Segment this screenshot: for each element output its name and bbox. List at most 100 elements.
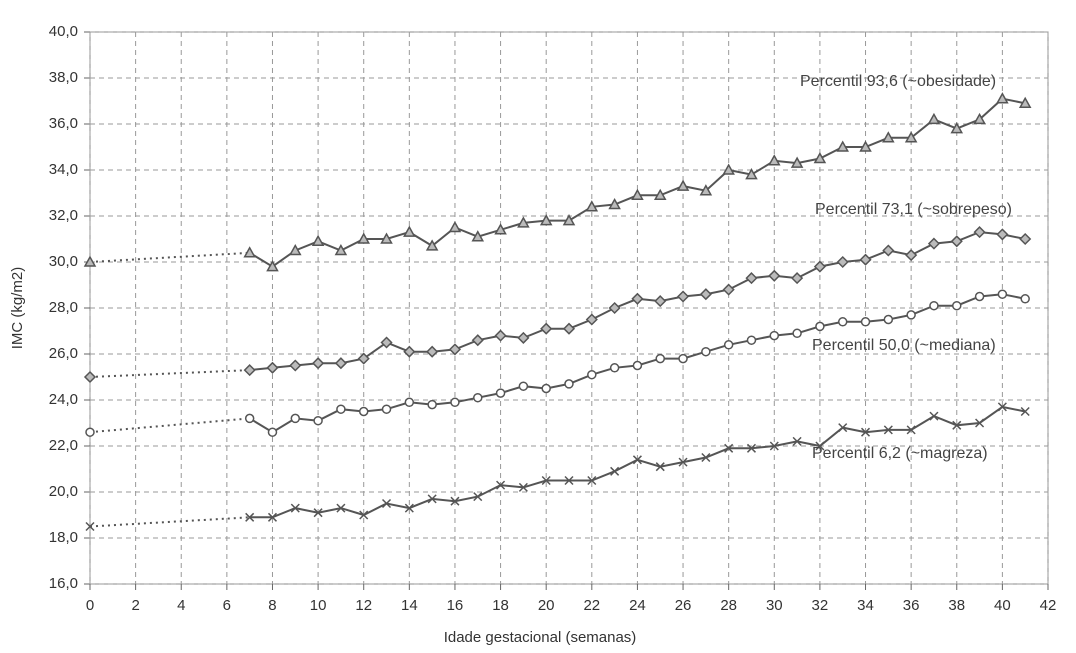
marker xyxy=(427,494,437,504)
marker xyxy=(996,228,1009,241)
marker xyxy=(243,364,256,377)
marker xyxy=(905,249,918,262)
marker xyxy=(610,466,620,476)
x-tick-label: 2 xyxy=(131,597,139,614)
marker xyxy=(929,411,939,421)
y-tick-label: 28,0 xyxy=(49,299,78,316)
marker xyxy=(403,345,416,358)
marker xyxy=(676,179,690,191)
marker xyxy=(997,402,1007,412)
marker xyxy=(836,255,849,269)
marker xyxy=(975,418,985,428)
x-tick-label: 38 xyxy=(948,597,965,614)
x-tick-label: 24 xyxy=(629,597,646,614)
x-tick-label: 26 xyxy=(675,597,692,614)
marker xyxy=(906,310,916,320)
marker xyxy=(380,232,393,244)
x-tick-label: 8 xyxy=(268,597,276,614)
marker xyxy=(517,216,530,228)
y-tick-label: 36,0 xyxy=(49,115,78,132)
marker xyxy=(723,340,734,350)
marker xyxy=(83,255,97,267)
marker xyxy=(813,151,827,164)
x-tick-label: 0 xyxy=(86,597,94,614)
marker xyxy=(632,360,643,371)
marker xyxy=(701,452,711,463)
x-tick-label: 40 xyxy=(994,597,1011,614)
x-tick-label: 36 xyxy=(903,597,920,614)
series-label: Percentil 93,6 (~obesidade) xyxy=(800,73,996,90)
marker xyxy=(608,197,621,210)
series-label: Percentil 6,2 (~magreza) xyxy=(812,445,988,462)
marker xyxy=(631,188,644,201)
marker xyxy=(381,498,392,509)
series-label: Percentil 73,1 (~sobrepeso) xyxy=(815,201,1012,218)
marker xyxy=(883,314,894,325)
marker xyxy=(243,246,256,258)
marker xyxy=(654,295,667,308)
marker xyxy=(266,361,279,374)
marker xyxy=(290,503,300,513)
marker xyxy=(313,415,323,426)
marker xyxy=(473,392,483,403)
x-tick-label: 10 xyxy=(310,597,327,614)
marker xyxy=(1018,96,1032,109)
marker xyxy=(358,406,369,417)
marker xyxy=(746,443,757,453)
marker xyxy=(815,441,825,451)
marker xyxy=(85,521,95,532)
marker xyxy=(699,288,712,301)
marker xyxy=(562,322,576,335)
y-tick-label: 38,0 xyxy=(49,69,78,86)
marker xyxy=(904,131,918,143)
marker xyxy=(882,244,895,257)
marker xyxy=(950,122,964,134)
marker xyxy=(359,510,369,520)
marker xyxy=(859,253,872,266)
marker xyxy=(448,220,462,233)
x-tick-label: 34 xyxy=(857,597,874,614)
marker xyxy=(336,503,346,513)
marker xyxy=(997,289,1008,299)
x-tick-label: 20 xyxy=(538,597,555,614)
marker xyxy=(952,300,962,311)
marker xyxy=(676,290,690,303)
marker xyxy=(562,214,576,226)
marker xyxy=(655,462,665,472)
marker xyxy=(426,345,439,358)
marker xyxy=(929,300,939,311)
marker xyxy=(1019,232,1032,246)
marker xyxy=(518,482,528,492)
marker xyxy=(836,140,849,152)
x-tick-label: 6 xyxy=(223,597,231,614)
marker xyxy=(494,223,507,235)
marker xyxy=(471,334,484,347)
marker xyxy=(450,496,460,506)
marker xyxy=(585,313,598,326)
x-axis-label: Idade gestacional (semanas) xyxy=(444,629,637,646)
marker xyxy=(518,381,529,391)
marker xyxy=(495,388,506,398)
marker xyxy=(357,352,370,365)
marker xyxy=(357,232,370,244)
marker xyxy=(769,441,779,451)
marker xyxy=(1020,406,1030,417)
marker xyxy=(745,168,758,180)
marker xyxy=(245,512,255,522)
y-tick-label: 20,0 xyxy=(49,483,78,500)
marker xyxy=(404,397,415,408)
y-tick-label: 30,0 xyxy=(49,253,78,270)
marker xyxy=(404,503,414,513)
marker xyxy=(334,243,348,256)
marker xyxy=(541,475,551,486)
marker xyxy=(267,512,278,522)
marker xyxy=(768,154,781,166)
marker xyxy=(427,399,437,410)
series-connector xyxy=(89,369,250,378)
marker xyxy=(266,260,279,272)
y-tick-label: 40,0 xyxy=(49,23,78,40)
marker xyxy=(381,404,392,414)
marker xyxy=(746,335,757,345)
y-axis-label: IMC (kg/m2) xyxy=(9,267,26,350)
